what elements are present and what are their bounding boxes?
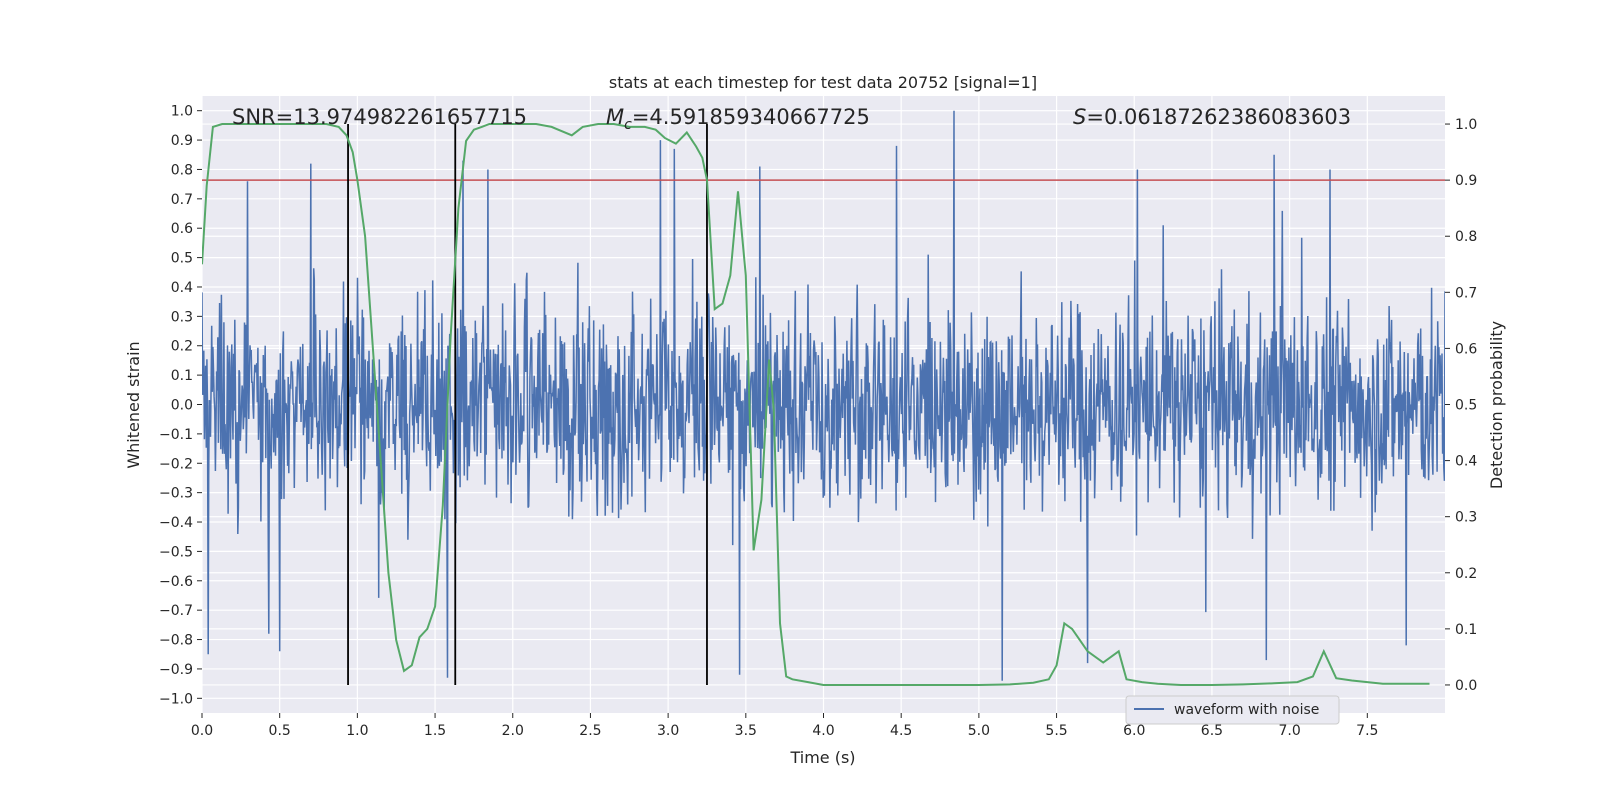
probability-series-line bbox=[202, 123, 1430, 686]
chirp-mass-value: =4.591859340667725 bbox=[632, 105, 870, 129]
chirp-mass-subscript: c bbox=[624, 117, 632, 133]
y-right-tick-label-10: 1.0 bbox=[1455, 117, 1477, 133]
y-left-tick-label-12: 0.2 bbox=[171, 339, 193, 355]
x-tick-label-0: 0.0 bbox=[191, 723, 213, 739]
x-tick-label-15: 7.5 bbox=[1356, 723, 1378, 739]
y-left-tick-label-14: 0.4 bbox=[171, 280, 193, 296]
legend-box bbox=[1125, 695, 1340, 725]
s-symbol: S bbox=[1073, 105, 1086, 129]
y-right-tick-label-3: 0.3 bbox=[1455, 510, 1477, 526]
y-right-tick-label-1: 0.1 bbox=[1455, 622, 1477, 638]
y-left-tick-label-13: 0.3 bbox=[171, 309, 193, 325]
waveform-series bbox=[202, 110, 1445, 681]
y-right-tick-label-8: 0.8 bbox=[1455, 229, 1477, 245]
y-left-tick-label-16: 0.6 bbox=[171, 221, 193, 237]
snr-annotation: SNR=13.974982261657715 bbox=[232, 105, 527, 129]
x-tick-label-10: 5.0 bbox=[968, 723, 990, 739]
x-axis-ticks: 0.0 0.5 1.0 1.5 2.0 2.5 3.0 3.5 4.0 4.5 5.0 5.5 6.0 6… bbox=[191, 713, 1378, 739]
y-left-tick-label-11: 0.1 bbox=[171, 368, 193, 384]
x-tick-label-1: 0.5 bbox=[269, 723, 291, 739]
y-right-tick-label-7: 0.7 bbox=[1455, 285, 1477, 301]
x-axis-label: Time (s) bbox=[789, 748, 855, 767]
x-tick-label-11: 5.5 bbox=[1045, 723, 1067, 739]
x-tick-label-7: 3.5 bbox=[735, 723, 757, 739]
legend: waveform with noise bbox=[1125, 695, 1340, 725]
y-left-tick-label-15: 0.5 bbox=[171, 251, 193, 267]
y-axis-left-ticks: −1.0 −0.9 −0.8 −0.7 −0.6 −0.5 −0.4 −0.3 −0.2 −0.1… bbox=[159, 104, 202, 707]
x-tick-label-14: 7.0 bbox=[1278, 723, 1300, 739]
y-right-tick-label-5: 0.5 bbox=[1455, 398, 1477, 414]
y-left-tick-label-0: −1.0 bbox=[159, 691, 193, 707]
y-left-tick-label-10: 0.0 bbox=[171, 398, 193, 414]
y-left-tick-label-20: 1.0 bbox=[171, 104, 193, 120]
s-value: =0.06187262386083603 bbox=[1086, 105, 1351, 129]
y-left-tick-label-5: −0.5 bbox=[159, 544, 193, 560]
y-left-tick-label-19: 0.9 bbox=[171, 133, 193, 149]
x-tick-label-13: 6.5 bbox=[1201, 723, 1223, 739]
y-right-tick-label-9: 0.9 bbox=[1455, 173, 1477, 189]
x-tick-label-6: 3.0 bbox=[657, 723, 679, 739]
x-tick-label-12: 6.0 bbox=[1123, 723, 1145, 739]
chirp-mass-symbol: M bbox=[606, 105, 624, 129]
chirp-mass-annotation: Mc=4.591859340667725 bbox=[606, 105, 870, 133]
y-left-tick-label-4: −0.6 bbox=[159, 574, 193, 590]
x-tick-label-9: 4.5 bbox=[890, 723, 912, 739]
legend-entry-waveform: waveform with noise bbox=[1174, 702, 1319, 718]
y-left-tick-label-1: −0.9 bbox=[159, 662, 193, 678]
vertical-markers bbox=[347, 124, 708, 685]
y-left-tick-label-3: −0.7 bbox=[159, 603, 193, 619]
x-tick-label-2: 1.0 bbox=[346, 723, 368, 739]
waveform-line bbox=[202, 110, 1445, 681]
chart-title: stats at each timestep for test data 207… bbox=[609, 73, 1037, 92]
y-left-tick-label-17: 0.7 bbox=[171, 192, 193, 208]
s-annotation: S=0.06187262386083603 bbox=[1073, 105, 1351, 129]
x-tick-label-5: 2.5 bbox=[579, 723, 601, 739]
x-tick-label-8: 4.0 bbox=[812, 723, 834, 739]
y-right-tick-label-2: 0.2 bbox=[1455, 566, 1477, 582]
y-left-tick-label-6: −0.4 bbox=[159, 515, 193, 531]
y-right-tick-label-0: 0.0 bbox=[1455, 678, 1477, 694]
x-tick-label-4: 2.0 bbox=[502, 723, 524, 739]
y-left-tick-label-7: −0.3 bbox=[159, 486, 193, 502]
y-left-tick-label-18: 0.8 bbox=[171, 162, 193, 178]
x-tick-label-3: 1.5 bbox=[424, 723, 446, 739]
y-right-tick-label-4: 0.4 bbox=[1455, 454, 1477, 470]
y-axis-right-label: Detection probability bbox=[1487, 321, 1506, 489]
y-axis-right-ticks: 0.0 0.1 0.2 0.3 0.4 0.5 0.6 0.7 0.8 0.9 1.0 bbox=[1445, 117, 1477, 694]
y-axis-left-label: Whitened strain bbox=[124, 341, 143, 468]
y-left-tick-label-9: −0.1 bbox=[159, 427, 193, 443]
y-right-tick-label-6: 0.6 bbox=[1455, 341, 1477, 357]
y-left-tick-label-2: −0.8 bbox=[159, 633, 193, 649]
y-left-tick-label-8: −0.2 bbox=[159, 456, 193, 472]
